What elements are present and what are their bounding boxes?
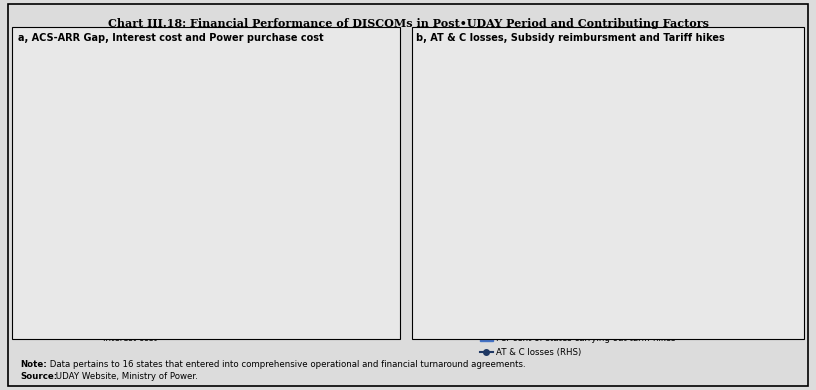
Bar — [503, 156, 525, 390]
Legend: Subsidy received as per cent of subsidy booked, Per cent of states carrying out : Subsidy received as per cent of subsidy … — [477, 317, 707, 360]
Text: Chart III.18: Financial Performance of DISCOMs in Post•UDAY Period and Contribut: Chart III.18: Financial Performance of D… — [108, 18, 708, 28]
Text: UDAY Website, Ministry of Power.: UDAY Website, Ministry of Power. — [53, 372, 197, 381]
Y-axis label: ₹ per KwH: ₹ per KwH — [28, 133, 37, 179]
Bar — [571, 178, 593, 390]
Text: Note:: Note: — [20, 360, 47, 369]
Bar — [619, 87, 641, 390]
Y-axis label: Per cent: Per cent — [781, 137, 790, 175]
Text: a, ACS-ARR Gap, Interest cost and Power purchase cost: a, ACS-ARR Gap, Interest cost and Power … — [18, 33, 324, 43]
Bar — [641, 215, 663, 390]
Text: Data pertains to 16 states that entered into comprehensive operational and finan: Data pertains to 16 states that entered … — [47, 360, 526, 369]
Y-axis label: Per cent: Per cent — [424, 137, 433, 175]
Text: b, AT & C losses, Subsidy reimbursment and Tariff hikes: b, AT & C losses, Subsidy reimbursment a… — [416, 33, 725, 43]
Text: Source:: Source: — [20, 372, 58, 381]
Bar — [687, 78, 709, 390]
Bar — [549, 78, 571, 390]
Bar — [709, 256, 731, 390]
Bar — [481, 134, 503, 390]
Legend: ACS-ARR Gap, Interest cost, Power purchase cost (RHS): ACS-ARR Gap, Interest cost, Power purcha… — [78, 317, 308, 347]
Y-axis label: ₹ per KwH: ₹ per KwH — [379, 133, 388, 179]
